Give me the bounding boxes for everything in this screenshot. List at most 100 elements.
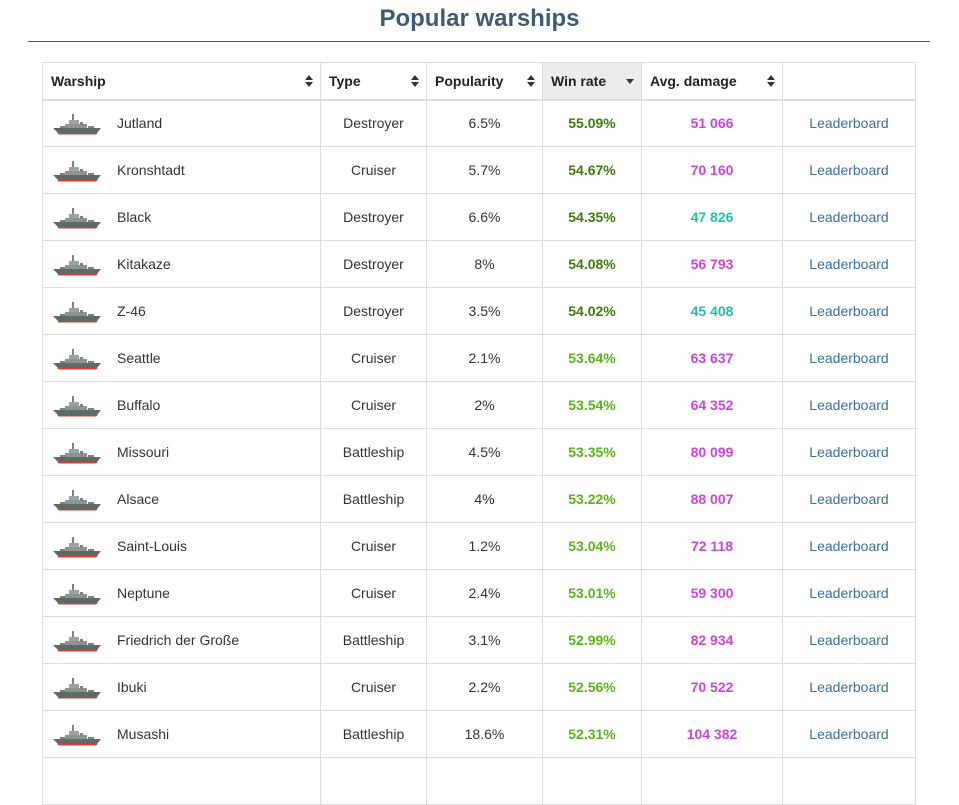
type-cell: Cruiser	[320, 522, 427, 570]
warship-name: Buffalo	[117, 397, 161, 413]
column-header-warship[interactable]: Warship	[42, 62, 321, 101]
warship-cell: Buffalo	[42, 381, 321, 429]
warship-name: Musashi	[117, 726, 170, 742]
warship-cell: Neptune	[42, 569, 321, 617]
table-row: Neptune Cruiser 2.4% 53.01% 59 300 Leade…	[42, 569, 916, 617]
win-rate-cell: 54.67%	[542, 146, 642, 194]
leaderboard-link[interactable]: Leaderboard	[809, 538, 889, 554]
leaderboard-link[interactable]: Leaderboard	[809, 162, 889, 178]
popularity-cell: 18.6%	[426, 710, 543, 758]
destroyer-ship-icon	[53, 114, 101, 135]
table-row: Jutland Destroyer 6.5% 55.09% 51 066 Lea…	[42, 99, 916, 147]
avg-damage-cell: 45 408	[641, 287, 783, 335]
leaderboard-link[interactable]: Leaderboard	[809, 115, 889, 132]
sort-descending-icon	[626, 79, 634, 84]
leaderboard-cell: Leaderboard	[782, 663, 916, 711]
warship-name: Jutland	[117, 115, 163, 132]
avg-damage-cell: 70 522	[641, 663, 783, 711]
avg-damage-cell: 82 934	[641, 616, 783, 664]
warship-cell: Ibuki	[42, 663, 321, 711]
popularity-cell: 4.5%	[426, 428, 543, 476]
warship-name: Ibuki	[117, 679, 147, 695]
sort-icon	[411, 75, 419, 87]
column-header-type[interactable]: Type	[320, 62, 427, 101]
table-row: Seattle Cruiser 2.1% 53.64% 63 637 Leade…	[42, 334, 916, 382]
leaderboard-cell: Leaderboard	[782, 381, 916, 429]
column-header-avg-damage[interactable]: Avg. damage	[641, 62, 783, 101]
column-header-label: Warship	[51, 72, 106, 89]
popularity-cell: 2.1%	[426, 334, 543, 382]
warship-name: Z-46	[117, 303, 146, 319]
popularity-cell: 4%	[426, 475, 543, 523]
warship-cell: Saint-Louis	[42, 522, 321, 570]
leaderboard-cell: Leaderboard	[782, 240, 916, 288]
destroyer-ship-icon	[53, 208, 101, 229]
popularity-cell: 6.5%	[426, 99, 543, 147]
sort-icon	[767, 75, 775, 87]
leaderboard-cell: Leaderboard	[782, 99, 916, 147]
destroyer-ship-icon	[53, 255, 101, 276]
leaderboard-link[interactable]: Leaderboard	[809, 303, 889, 319]
leaderboard-cell: Leaderboard	[782, 522, 916, 570]
table-row: Friedrich der Große Battleship 3.1% 52.9…	[42, 616, 916, 664]
warship-name: Saint-Louis	[117, 538, 188, 554]
leaderboard-link[interactable]: Leaderboard	[809, 632, 889, 648]
warship-name: Seattle	[117, 350, 161, 366]
leaderboard-cell: Leaderboard	[782, 569, 916, 617]
leaderboard-link[interactable]: Leaderboard	[809, 209, 889, 225]
win-rate-cell: 53.22%	[542, 475, 642, 523]
leaderboard-link[interactable]: Leaderboard	[809, 350, 889, 366]
column-header-win-rate[interactable]: Win rate	[542, 62, 642, 101]
table-row: Ibuki Cruiser 2.2% 52.56% 70 522 Leaderb…	[42, 663, 916, 711]
warship-cell: Seattle	[42, 334, 321, 382]
battleship-ship-icon	[53, 443, 101, 464]
win-rate-cell: 54.35%	[542, 193, 642, 241]
cruiser-ship-icon	[53, 161, 101, 182]
leaderboard-cell: Leaderboard	[782, 475, 916, 523]
table-row: Kronshtadt Cruiser 5.7% 54.67% 70 160 Le…	[42, 146, 916, 194]
column-header-popularity[interactable]: Popularity	[426, 62, 543, 101]
type-cell: Battleship	[320, 616, 427, 664]
win-rate-cell: 52.56%	[542, 663, 642, 711]
type-cell: Battleship	[320, 475, 427, 523]
table-row: Alsace Battleship 4% 53.22% 88 007 Leade…	[42, 475, 916, 523]
leaderboard-cell: Leaderboard	[782, 334, 916, 382]
win-rate-cell: 52.31%	[542, 710, 642, 758]
leaderboard-link[interactable]: Leaderboard	[809, 256, 889, 272]
warship-name: Alsace	[117, 491, 160, 507]
type-cell: Cruiser	[320, 146, 427, 194]
leaderboard-link[interactable]: Leaderboard	[809, 585, 889, 601]
warship-name: Friedrich der Große	[117, 632, 240, 648]
popularity-cell: 8%	[426, 240, 543, 288]
sort-icon	[527, 75, 535, 87]
leaderboard-link[interactable]: Leaderboard	[809, 726, 889, 742]
win-rate-cell: 53.35%	[542, 428, 642, 476]
leaderboard-link[interactable]: Leaderboard	[809, 397, 889, 413]
type-cell: Destroyer	[320, 99, 427, 147]
avg-damage-cell: 88 007	[641, 475, 783, 523]
type-cell: Battleship	[320, 428, 427, 476]
leaderboard-link[interactable]: Leaderboard	[809, 491, 889, 507]
warship-cell: Friedrich der Große	[42, 616, 321, 664]
leaderboard-cell: Leaderboard	[782, 428, 916, 476]
table-row: Buffalo Cruiser 2% 53.54% 64 352 Leaderb…	[42, 381, 916, 429]
avg-damage-cell: 72 118	[641, 522, 783, 570]
win-rate-cell: 55.09%	[542, 99, 642, 147]
win-rate-cell: 53.64%	[542, 334, 642, 382]
avg-damage-cell: 56 793	[641, 240, 783, 288]
leaderboard-link[interactable]: Leaderboard	[809, 444, 889, 460]
warship-name: Black	[117, 209, 152, 225]
warships-table: Warship Type Popularity Win rate Avg. da…	[42, 62, 916, 805]
battleship-ship-icon	[53, 631, 101, 652]
cruiser-ship-icon	[53, 584, 101, 605]
table-row: Black Destroyer 6.6% 54.35% 47 826 Leade…	[42, 193, 916, 241]
warships-table-container: Warship Type Popularity Win rate Avg. da…	[42, 62, 916, 805]
warship-cell: Kronshtadt	[42, 146, 321, 194]
leaderboard-link[interactable]: Leaderboard	[809, 679, 889, 695]
table-header-row: Warship Type Popularity Win rate Avg. da…	[42, 62, 916, 101]
avg-damage-cell: 104 382	[641, 710, 783, 758]
warship-cell: Black	[42, 193, 321, 241]
cruiser-ship-icon	[53, 678, 101, 699]
cruiser-ship-icon	[53, 537, 101, 558]
avg-damage-cell: 59 300	[641, 569, 783, 617]
